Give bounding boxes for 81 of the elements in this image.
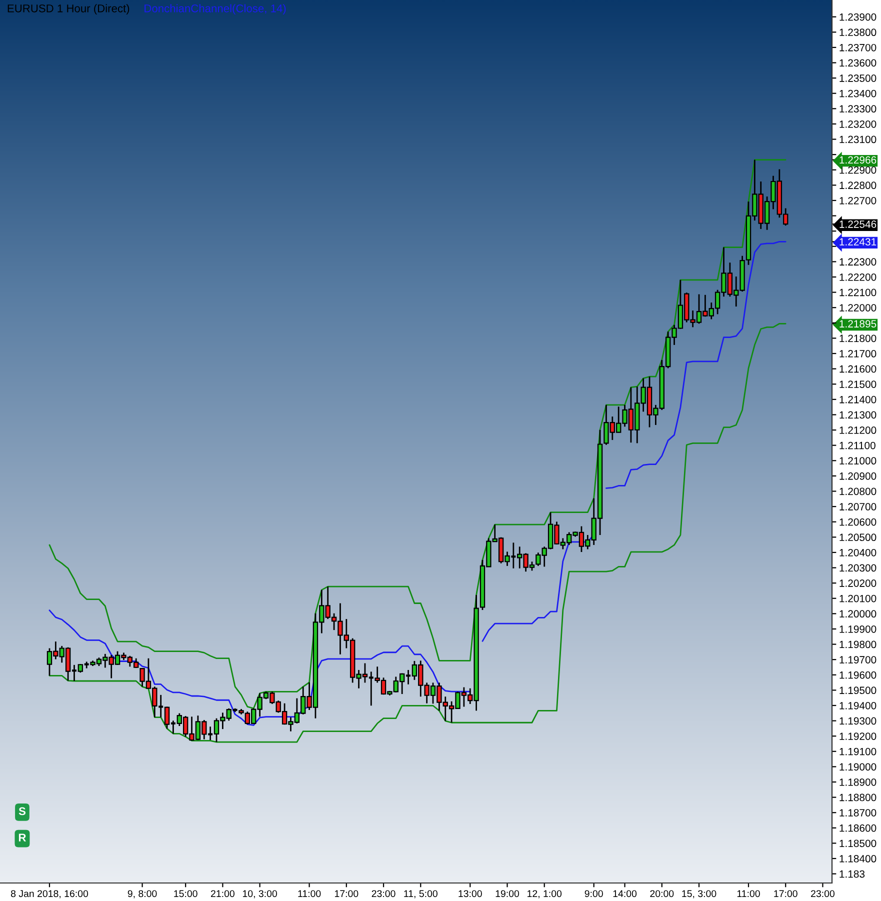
y-tick-label: 1.20000 [840,610,876,618]
y-tick-label: 1.20300 [840,564,876,572]
y-tick-label: 1.20900 [840,472,876,480]
y-tick-label: 1.183 [840,870,865,878]
x-tick-label: 19:00 [496,890,520,898]
y-tick-label: 1.22431 [840,238,876,246]
x-tick-label: 10, 3:00 [242,890,277,898]
y-tick-label: 1.22300 [840,258,876,266]
x-tick-label: 17:00 [334,890,358,898]
chart-title: EURUSD 1 Hour (Direct) [8,4,130,15]
x-tick-label: 8 Jan 2018, 16:00 [10,890,88,898]
y-tick-label: 1.21700 [840,350,876,358]
y-tick-label: 1.18600 [840,824,876,832]
y-tick-label: 1.21600 [840,365,876,373]
y-tick-label: 1.22800 [840,182,876,190]
y-tick-label: 1.20600 [840,518,876,526]
line-series [48,159,786,710]
y-tick-label: 1.21300 [840,411,876,419]
y-tick-label: 1.18500 [840,840,876,848]
y-tick-label: 1.22000 [840,304,876,312]
x-tick-label: 11:00 [737,890,760,898]
y-tick-label: 1.21100 [840,442,876,450]
y-tick-label: 1.21895 [840,320,876,328]
y-tick-label: 1.19200 [840,732,876,740]
y-tick-label: 1.19400 [840,702,876,710]
y-tick-label: 1.23300 [840,105,876,113]
y-tick-label: 1.20800 [840,488,876,496]
x-tick-label: 17:00 [774,890,798,898]
y-tick-label: 1.22200 [840,273,876,281]
y-tick-label: 1.22546 [840,220,876,228]
y-tick-label: 1.22100 [840,288,876,296]
y-tick-label: 1.20100 [840,594,876,602]
y-tick-label: 1.21400 [840,396,876,404]
y-tick-label: 1.21200 [840,426,876,434]
y-tick-label: 1.23200 [840,120,876,128]
y-tick-label: 1.21000 [840,457,876,465]
text: R [18,834,26,842]
x-tick-label: 15:00 [174,890,198,898]
y-tick-label: 1.23500 [840,74,876,82]
x-tick-label: 13:00 [458,890,482,898]
y-tick-label: 1.18900 [840,778,876,786]
x-tick-label: 9, 8:00 [128,890,157,898]
y-tick-label: 1.23400 [840,90,876,98]
y-tick-label: 1.18800 [840,794,876,802]
x-tick-label: 12, 1:00 [528,890,562,898]
y-tick-label: 1.18400 [840,855,876,862]
y-tick-label: 1.18700 [840,809,876,816]
x-tick-label: 15, 3:00 [682,890,716,898]
y-tick-label: 1.19800 [840,640,876,648]
y-tick-label: 1.20500 [840,534,876,542]
y-tick-label: 1.22900 [840,166,876,174]
y-tick-label: 1.23800 [840,28,876,36]
y-tick-label: 1.23900 [840,13,876,21]
y-tick-label: 1.21800 [840,334,876,342]
y-tick-label: 1.23700 [840,44,876,52]
y-tick-label: 1.19000 [840,763,876,771]
y-tick-label: 1.20200 [840,580,876,587]
x-tick-label: 23:00 [811,890,835,898]
y-tick-label: 1.19300 [840,717,876,725]
y-tick-label: 1.19900 [840,625,876,633]
y-tick-label: 1.22700 [840,196,876,204]
x-tick-label: 11:00 [298,890,321,898]
text: DonchianChannel(Close, 14) [144,4,286,15]
line-series [48,322,786,743]
x-tick-label: 14:00 [613,890,637,898]
y-tick-label: 1.19500 [840,686,876,694]
x-tick-label: 20:00 [650,890,674,898]
x-tick-label: 21:00 [211,890,234,898]
x-tick-label: 9:00 [584,890,603,898]
y-tick-label: 1.22966 [840,156,876,164]
y-tick-label: 1.23600 [840,59,876,67]
y-tick-label: 1.21500 [840,380,876,388]
y-tick-label: 1.19700 [840,656,876,664]
y-tick-label: 1.23100 [840,136,876,144]
y-tick-label: 1.19600 [840,671,876,679]
x-tick-label: 11, 5:00 [404,890,438,898]
y-tick-label: 1.20700 [840,503,876,510]
x-tick-label: 23:00 [372,890,396,898]
y-tick-label: 1.20400 [840,548,876,556]
text: S [18,807,26,816]
y-tick-label: 1.19100 [840,748,876,756]
